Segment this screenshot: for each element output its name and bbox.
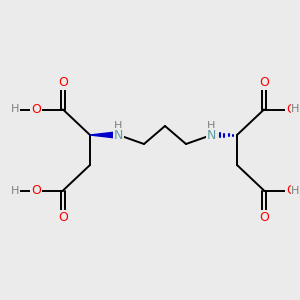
Text: O: O bbox=[31, 184, 41, 197]
Text: H: H bbox=[291, 104, 300, 115]
Text: H: H bbox=[114, 121, 123, 131]
Text: O: O bbox=[58, 211, 68, 224]
Text: N: N bbox=[114, 129, 123, 142]
Text: O: O bbox=[259, 211, 269, 224]
Text: H: H bbox=[11, 185, 19, 196]
Polygon shape bbox=[90, 132, 118, 138]
Text: H: H bbox=[11, 104, 19, 115]
Text: O: O bbox=[58, 76, 68, 89]
Text: O: O bbox=[259, 76, 269, 89]
Text: H: H bbox=[291, 185, 300, 196]
Text: O: O bbox=[286, 184, 296, 197]
Text: O: O bbox=[31, 103, 41, 116]
Text: H: H bbox=[207, 121, 216, 131]
Text: O: O bbox=[286, 103, 296, 116]
Text: N: N bbox=[207, 129, 216, 142]
